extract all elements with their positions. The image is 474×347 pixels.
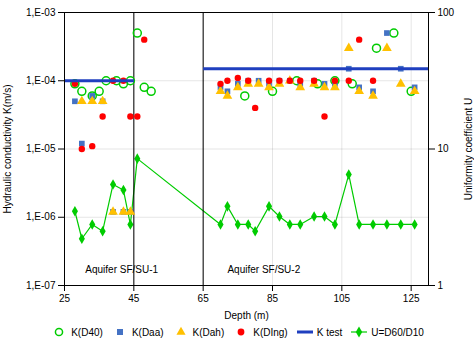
html-text:K(Daa): K(Daa) bbox=[131, 326, 164, 338]
svg-text:1,E-06: 1,E-06 bbox=[26, 211, 56, 222]
html-text:K(D40): K(D40) bbox=[71, 326, 103, 338]
svg-text:45: 45 bbox=[128, 293, 140, 304]
svg-text:105: 105 bbox=[333, 293, 350, 304]
svg-text:Hydraulic conductivity K(m/s): Hydraulic conductivity K(m/s) bbox=[2, 85, 13, 214]
svg-text:Depth (m): Depth (m) bbox=[224, 310, 268, 321]
html-text:K(DIng): K(DIng) bbox=[253, 326, 288, 338]
html-text:K test: K test bbox=[316, 326, 343, 338]
svg-text:10: 10 bbox=[438, 143, 450, 154]
svg-text:Aquifer SF/SU-2: Aquifer SF/SU-2 bbox=[227, 264, 300, 275]
svg-text:1,E-04: 1,E-04 bbox=[26, 75, 56, 86]
svg-text:1: 1 bbox=[438, 280, 444, 291]
svg-text:125: 125 bbox=[403, 293, 420, 304]
svg-text:1,E-05: 1,E-05 bbox=[26, 143, 56, 154]
svg-text:1,E-03: 1,E-03 bbox=[26, 7, 56, 18]
svg-text:1,E-07: 1,E-07 bbox=[26, 280, 56, 291]
svg-text:25: 25 bbox=[59, 293, 71, 304]
svg-text:65: 65 bbox=[198, 293, 210, 304]
svg-text:Uniformity coefficient U: Uniformity coefficient U bbox=[463, 98, 474, 201]
svg-text:100: 100 bbox=[438, 7, 455, 18]
html-text:K(Dah): K(Dah) bbox=[192, 326, 225, 338]
svg-text:85: 85 bbox=[267, 293, 279, 304]
svg-text:Aquifer SF/SU-1: Aquifer SF/SU-1 bbox=[85, 264, 158, 275]
html-text:U=D60/D10: U=D60/D10 bbox=[371, 326, 424, 338]
